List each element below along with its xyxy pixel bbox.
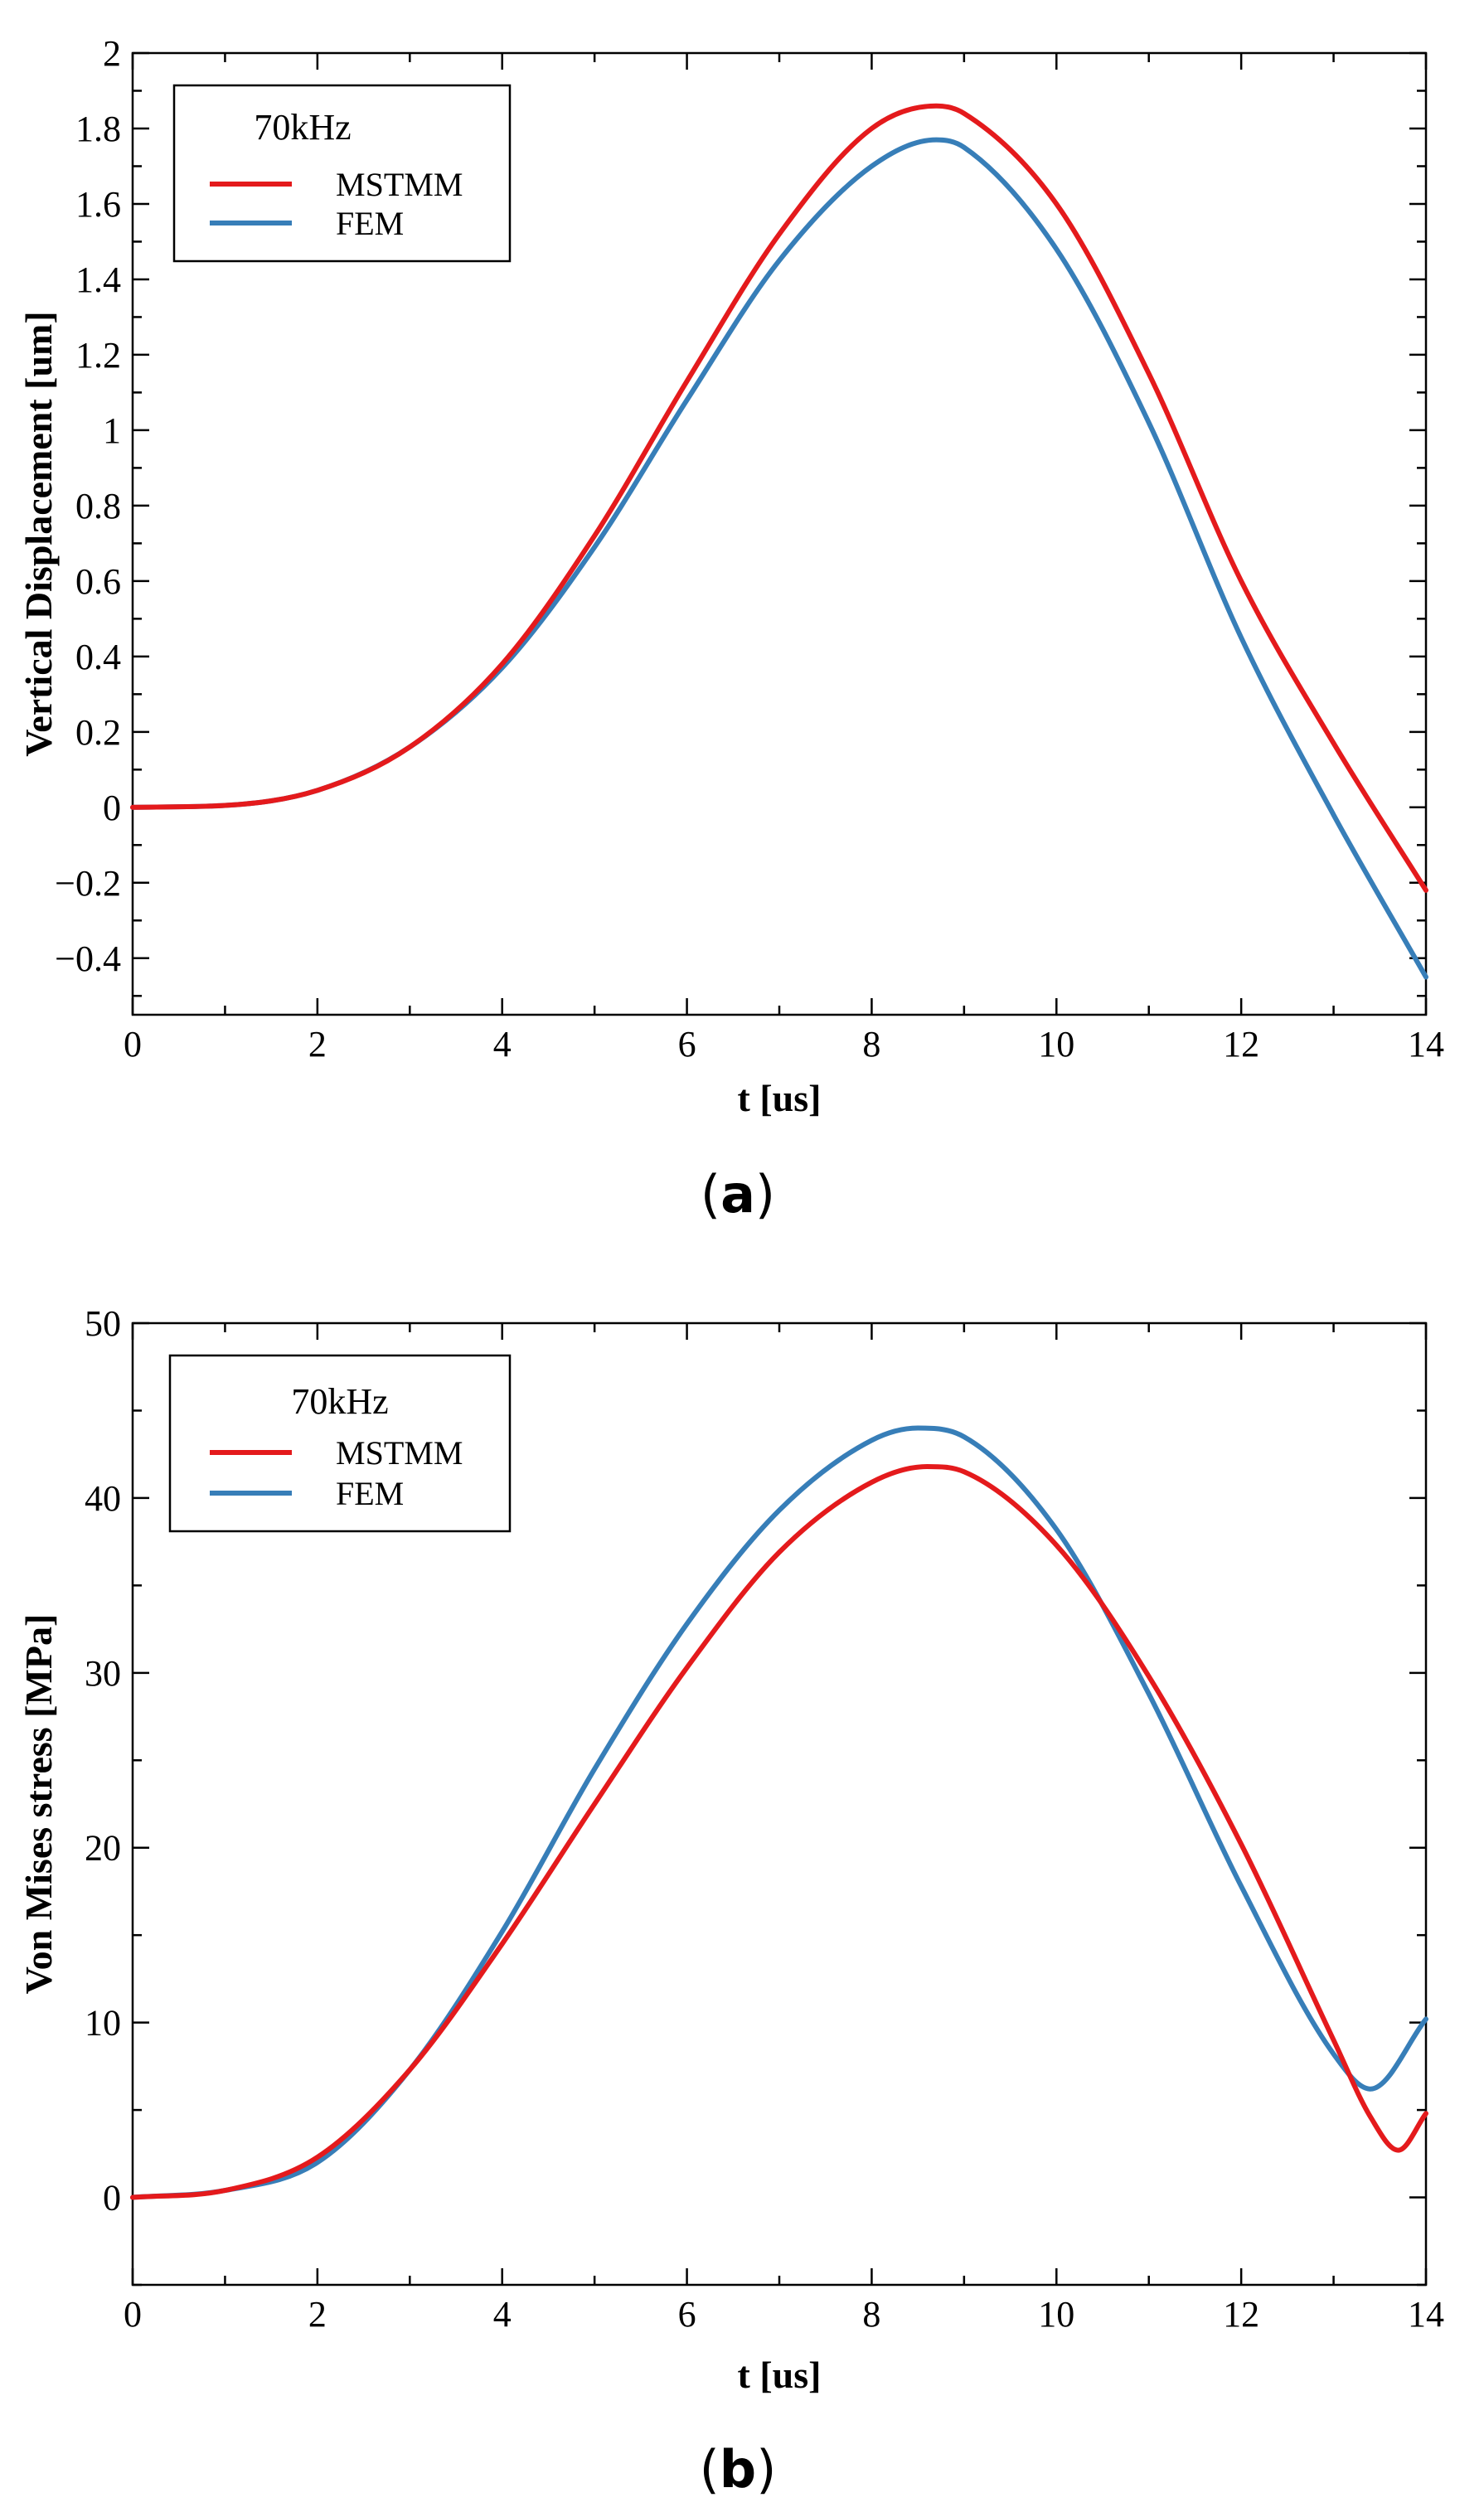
legend-label-fem: FEM [336,205,404,242]
x-tick-label: 2 [308,2294,327,2335]
x-tick-label: 12 [1223,2294,1259,2335]
y-tick-label: 0 [103,2178,121,2219]
y-tick-label: −0.4 [55,938,121,979]
tick-marks [131,51,1428,1015]
x-tick-label: 8 [862,1024,880,1064]
tick-labels: 0 2 4 6 8 10 12 14 −0.4 −0.2 0 0.2 0.4 0.6 0.8 1 1.2 1.4 1… [55,33,1444,1064]
x-tick-label: 0 [124,1024,142,1064]
panel-a: 0 2 4 6 8 10 12 14 −0.4 −0.2 0 0.2 0.4 0.6 0.8 1 1.2 1.4 1… [17,33,1444,1224]
x-tick-label: 4 [493,2294,512,2335]
y-tick-label: 30 [85,1653,121,1694]
x-tick-label: 12 [1223,1024,1259,1064]
x-tick-label: 6 [678,2294,696,2335]
series-line-mstmm [130,103,1428,893]
y-tick-label: 1.8 [75,109,121,149]
y-tick-label: 0.8 [75,486,121,526]
tick-labels: 0 2 4 6 8 10 12 14 0 10 20 30 40 50 [85,1303,1444,2335]
x-tick-label: 2 [308,1024,327,1064]
y-tick-label: 0.4 [75,637,121,677]
y-tick-label: 0.6 [75,561,121,602]
y-tick-label: −0.2 [55,863,121,904]
y-tick-label: 1 [103,410,121,451]
series-line-mstmm [130,1463,1428,2200]
y-tick-label: 50 [85,1303,121,1344]
panel-caption: (a) [701,1164,775,1224]
series-line-fem [130,1425,1428,2200]
y-tick-label: 1.6 [75,184,121,225]
legend: 70kHz MSTMM FEM [168,1354,512,1533]
y-axis-title: Vertical Displacement [um] [17,311,60,756]
series-layer [130,103,1428,980]
x-tick-label: 14 [1408,1024,1444,1064]
legend-title: 70kHz [254,107,351,148]
y-tick-label: 20 [85,1828,121,1869]
legend-label-mstmm: MSTMM [336,166,463,203]
x-tick-label: 10 [1038,1024,1074,1064]
x-tick-label: 10 [1038,2294,1074,2335]
legend: 70kHz MSTMM FEM [172,84,512,263]
legend-label-mstmm: MSTMM [336,1434,463,1472]
x-tick-label: 14 [1408,2294,1444,2335]
panel-caption-letter: a [720,1164,755,1224]
panel-caption-letter: b [720,2439,756,2500]
legend-label-fem: FEM [336,1475,404,1512]
y-tick-label: 2 [103,33,121,74]
y-tick-label: 40 [85,1478,121,1519]
y-tick-label: 1.4 [75,259,121,300]
y-tick-label: 10 [85,2003,121,2044]
y-tick-label: 0 [103,788,121,828]
y-tick-label: 0.2 [75,712,121,753]
x-tick-label: 8 [862,2294,880,2335]
panel-b: 0 2 4 6 8 10 12 14 0 10 20 30 40 50 t [us] Von Mises … [17,1303,1444,2500]
x-tick-label: 6 [678,1024,696,1064]
x-axis-title: t [us] [738,2354,822,2396]
x-tick-label: 0 [124,2294,142,2335]
y-tick-label: 1.2 [75,335,121,376]
x-axis-title: t [us] [738,1077,822,1119]
y-axis-title: Von Mises stress [MPa] [17,1614,60,1995]
panel-caption: (b) [700,2439,777,2500]
legend-box [168,1354,512,1533]
series-layer [130,1425,1428,2200]
x-tick-label: 4 [493,1024,512,1064]
legend-title: 70kHz [291,1381,388,1422]
legend-box [172,84,512,263]
